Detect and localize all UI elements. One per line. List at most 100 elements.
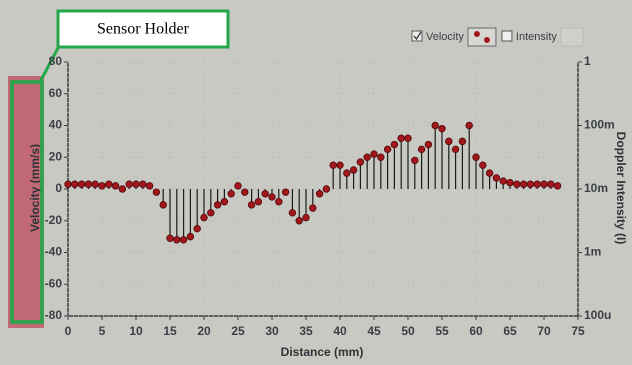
data-point [119,186,126,193]
y2-tick-label: 1 [584,54,591,68]
data-point [371,151,378,158]
data-point [187,233,194,240]
x-tick-label: 60 [469,324,483,338]
data-point [201,214,208,221]
data-point [282,189,289,196]
x-tick-label: 70 [537,324,551,338]
data-point [214,202,221,209]
y2-axis-title: Doppler Intensity (I) [614,132,628,245]
legend-label: Velocity [426,31,464,43]
y-tick-label: -20 [45,213,63,227]
data-point [527,181,534,188]
legend-marker [484,37,490,43]
data-point [160,202,167,209]
data-point [398,135,405,142]
y-tick-label: -60 [45,276,63,290]
data-point [269,194,276,201]
data-point [85,181,92,188]
x-axis-title: Distance (mm) [281,345,364,359]
data-point [520,181,527,188]
data-point [480,162,487,169]
data-point [106,181,113,188]
data-point [337,162,344,169]
data-point [72,181,79,188]
callout-text: Sensor Holder [97,21,190,38]
y2-tick-label: 100m [584,118,615,132]
data-point [262,190,269,197]
data-point [276,198,283,205]
data-point [384,146,391,153]
data-point [242,189,249,196]
y-tick-label: 80 [49,54,63,68]
data-point [534,181,541,188]
data-point [391,141,398,148]
data-point [466,122,473,129]
data-point [65,181,72,188]
data-point [378,154,385,161]
data-point [92,181,99,188]
y-tick-label: 60 [49,86,63,100]
data-point [174,237,181,244]
data-point [316,190,323,197]
x-tick-label: 0 [65,324,72,338]
x-tick-label: 20 [197,324,211,338]
data-point [548,181,555,188]
x-tick-label: 45 [367,324,381,338]
x-tick-label: 35 [299,324,313,338]
y-axis-title: Velocity (mm/s) [28,144,42,232]
data-point [554,183,561,190]
x-tick-label: 30 [265,324,279,338]
x-tick-label: 5 [99,324,106,338]
x-tick-label: 50 [401,324,415,338]
data-point [126,181,133,188]
data-point [180,237,187,244]
data-point [412,157,419,164]
data-point [425,141,432,148]
x-tick-label: 40 [333,324,347,338]
data-point [167,235,174,242]
data-point [507,179,514,186]
data-point [405,135,412,142]
data-point [140,181,147,188]
x-tick-label: 25 [231,324,245,338]
data-point [153,189,160,196]
y-tick-label: 20 [49,149,63,163]
y2-tick-label: 1m [584,245,601,259]
y-tick-label: 40 [49,118,63,132]
data-point [357,159,364,166]
data-point [228,190,235,197]
chart: Velocity (mm/s) Doppler Intensity (I) Di… [0,0,632,365]
data-point [323,186,330,193]
y-tick-label: -80 [45,308,63,322]
data-point [133,181,140,188]
data-point [432,122,439,129]
data-point [99,183,106,190]
y-tick-label: -40 [45,245,63,259]
data-point [112,183,119,190]
x-tick-label: 10 [129,324,143,338]
y2-tick-label: 10m [584,181,608,195]
data-point [255,198,262,205]
legend-swatch [561,28,583,46]
data-point [330,162,337,169]
data-point [289,210,296,217]
data-point [303,214,310,221]
data-point [418,146,425,153]
data-point [459,138,466,145]
data-point [514,181,521,188]
y2-tick-label: 100u [584,308,611,322]
data-point [452,146,459,153]
data-point [541,181,548,188]
data-point [486,170,493,177]
legend-label: Intensity [516,31,557,43]
data-point [446,138,453,145]
x-tick-label: 75 [571,324,585,338]
y-tick-label: 0 [55,181,62,195]
data-point [208,210,215,217]
data-point [235,183,242,190]
x-tick-label: 15 [163,324,177,338]
legend-swatch [468,28,496,46]
data-point [78,181,85,188]
data-point [296,217,303,224]
data-point [248,202,255,209]
